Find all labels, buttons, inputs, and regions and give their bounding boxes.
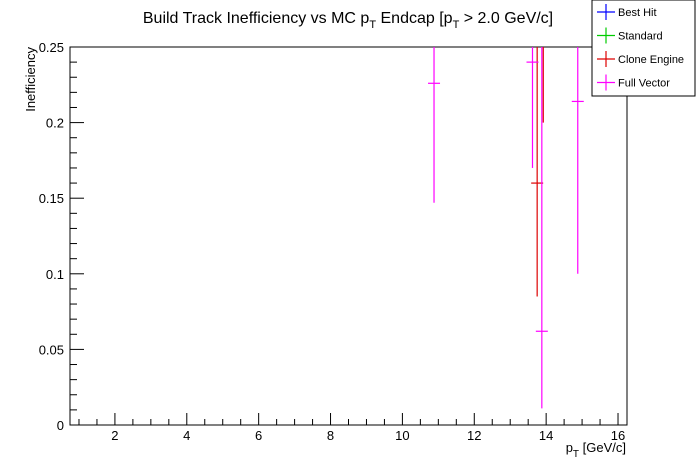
x-tick-label: 14 — [539, 428, 553, 443]
x-tick-label: 2 — [111, 428, 118, 443]
x-tick-label: 4 — [183, 428, 190, 443]
legend-label: Clone Engine — [618, 54, 684, 66]
x-axis-label: pT [GeV/c] — [566, 440, 626, 460]
legend-entry: Full Vector — [597, 74, 670, 91]
y-tick-label: 0 — [57, 418, 64, 433]
data-marks — [428, 47, 584, 409]
legend-entry: Best Hit — [597, 4, 657, 20]
x-tick-label: 12 — [467, 428, 481, 443]
legend: Best Hit Standard Clone Engine Full Vector — [591, 0, 696, 97]
y-tick-label: 0.1 — [46, 267, 64, 282]
legend-label: Full Vector — [618, 78, 670, 90]
y-axis-ticks — [70, 46, 84, 426]
legend-entry: Standard — [597, 27, 663, 44]
x-axis-ticks — [78, 413, 619, 425]
data-point — [531, 47, 544, 297]
legend-entry: Clone Engine — [597, 51, 684, 67]
legend-box — [591, 0, 696, 97]
x-tick-label: 6 — [255, 428, 262, 443]
chart-title: Build Track Inefficiency vs MC pT Endcap… — [143, 10, 553, 31]
data-point — [428, 47, 441, 203]
legend-label: Best Hit — [618, 7, 657, 19]
x-tick-label: 10 — [395, 428, 409, 443]
data-point — [571, 47, 584, 274]
data-point — [535, 47, 548, 409]
y-tick-label: 0.15 — [39, 191, 64, 206]
legend-label: Standard — [618, 31, 663, 43]
y-axis-tick-labels: 0 0.05 0.1 0.15 0.2 0.25 — [39, 40, 64, 433]
y-tick-label: 0.25 — [39, 40, 64, 55]
data-point — [526, 47, 539, 168]
y-tick-label: 0.2 — [46, 116, 64, 131]
x-axis-tick-labels: 2 4 6 8 10 12 14 16 — [111, 428, 625, 443]
y-axis-label: Inefficiency — [23, 47, 38, 112]
x-tick-label: 16 — [611, 428, 625, 443]
x-tick-label: 8 — [327, 428, 334, 443]
y-tick-label: 0.05 — [39, 342, 64, 357]
